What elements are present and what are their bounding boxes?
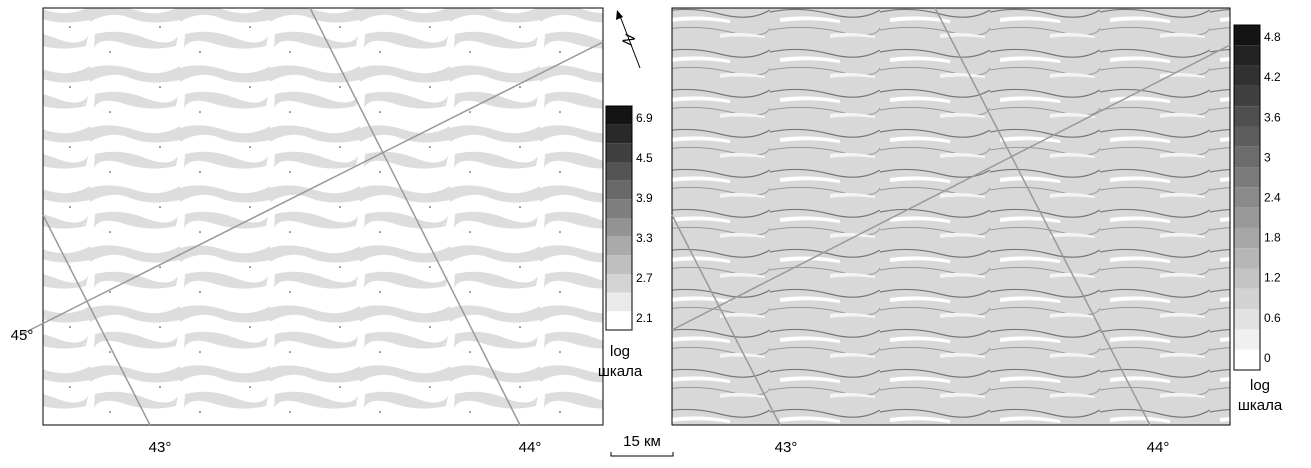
lon-label: 44°	[1147, 439, 1170, 456]
colorbar-band	[1234, 25, 1260, 45]
colorbar-band	[606, 274, 632, 293]
colorbar-band	[606, 125, 632, 144]
north-label: N	[619, 32, 639, 49]
colorbar-band	[1234, 45, 1260, 65]
colorbar-label: 3.6	[1264, 110, 1281, 124]
colorbar-band	[606, 255, 632, 274]
colorbar-band	[606, 311, 632, 330]
colorbar-label: 0	[1264, 351, 1271, 365]
colorbar-band	[606, 293, 632, 312]
colorbar-band	[1234, 289, 1260, 309]
colorbar-band	[1234, 228, 1260, 248]
colorbar-title: шкала	[1238, 397, 1283, 414]
colorbar-band	[606, 199, 632, 218]
colorbar-band	[1234, 309, 1260, 329]
colorbar-label: 3.9	[636, 191, 653, 205]
colorbar-label: 6.9	[636, 111, 653, 125]
map-left	[43, 8, 603, 425]
colorbar-band	[1234, 147, 1260, 167]
north-arrow: N	[616, 10, 640, 68]
colorbar-band	[1234, 187, 1260, 207]
colorbar-label: 1.8	[1264, 231, 1281, 245]
colorbar-band	[1234, 126, 1260, 146]
colorbar-band	[1234, 66, 1260, 86]
colorbar-label: 2.4	[1264, 191, 1281, 205]
colorbar-title: log	[1250, 377, 1270, 394]
colorbar-band	[1234, 208, 1260, 228]
colorbar-label: 0.6	[1264, 311, 1281, 325]
lon-label: 43°	[149, 439, 172, 456]
figure: N 15 км 45° 43° 44° 43° 44° log шкала lo…	[0, 0, 1311, 463]
colorbar-band	[606, 218, 632, 237]
colorbar-label: 2.1	[636, 311, 653, 325]
lon-label: 43°	[775, 439, 798, 456]
colorbar-band	[606, 106, 632, 125]
colorbar-band	[1234, 350, 1260, 370]
colorbar-band	[606, 237, 632, 256]
colorbar-label: 2.7	[636, 271, 653, 285]
colorbar-band	[1234, 248, 1260, 268]
colorbar-band	[1234, 106, 1260, 126]
scale-bar	[611, 452, 673, 456]
colorbar-band	[606, 162, 632, 181]
colorbar-band	[1234, 167, 1260, 187]
colorbar-band	[1234, 86, 1260, 106]
lat-label: 45°	[11, 327, 34, 344]
colorbar-band	[606, 143, 632, 162]
colorbar-band	[606, 181, 632, 200]
colorbar-label: 3.3	[636, 231, 653, 245]
colorbar-band	[1234, 329, 1260, 349]
colorbar-label: 1.2	[1264, 271, 1281, 285]
colorbar-label: 4.2	[1264, 70, 1281, 84]
lon-label: 44°	[519, 439, 542, 456]
colorbar-title: log	[610, 343, 630, 360]
scale-label: 15 км	[623, 433, 661, 450]
colorbar-title: шкала	[598, 363, 643, 380]
colorbar-label: 4.5	[636, 151, 653, 165]
colorbar-label: 4.8	[1264, 30, 1281, 44]
colorbar-band	[1234, 269, 1260, 289]
map-right	[672, 8, 1230, 425]
colorbar-label: 3	[1264, 150, 1271, 164]
